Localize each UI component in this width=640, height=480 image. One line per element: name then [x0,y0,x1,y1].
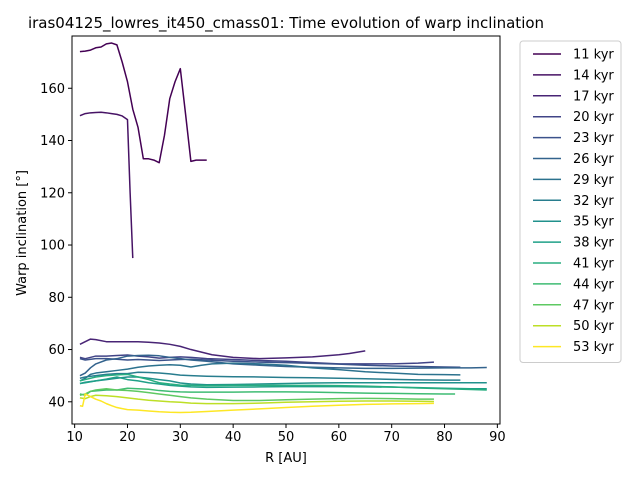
series-line-2 [79,338,366,360]
series-line-1 [79,111,134,259]
y-tick-label: 120 [40,186,65,201]
x-axis: 10 20 30 40 50 60 70 80 90 [66,424,506,445]
x-tick-label: 70 [383,430,400,445]
series-line-7 [79,371,461,381]
series-line-11 [79,387,456,397]
x-tick-label: 10 [66,430,83,445]
x-axis-label: R [AU] [265,451,307,466]
x-tick-label: 30 [172,430,189,445]
legend-label-5: 26 kyr [573,152,614,167]
y-axis-label: Warp inclination [°] [15,170,30,296]
legend-label-1: 14 kyr [573,68,614,83]
legend-label-6: 29 kyr [573,173,614,188]
x-tick-label: 20 [119,430,136,445]
plot-area [71,35,501,425]
legend-label-10: 41 kyr [573,257,614,272]
series-line-6 [79,362,461,382]
series-line-13 [79,394,434,405]
legend-label-2: 17 kyr [573,89,614,104]
x-tick-label: 40 [225,430,242,445]
x-tick-label: 90 [489,430,506,445]
series-line-8 [79,376,487,386]
legend-label-12: 47 kyr [573,298,614,313]
chart-title: iras04125_lowres_it450_cmass01: Time evo… [28,14,544,33]
y-tick-label: 140 [40,134,65,149]
x-tick-label: 60 [331,430,348,445]
y-tick-label: 100 [40,239,65,254]
legend-label-8: 35 kyr [573,215,614,230]
x-tick-label: 80 [436,430,453,445]
legend-label-11: 44 kyr [573,277,614,292]
legend-label-4: 23 kyr [573,131,614,146]
y-axis: 40 60 80 100 120 140 160 [40,82,72,410]
y-tick-label: 40 [48,395,65,410]
legend-box [519,40,622,363]
series-line-3 [79,354,434,365]
y-tick-label: 160 [40,82,65,97]
series-line-12 [79,387,434,402]
legend: 11 kyr 14 kyr 17 kyr 20 kyr 23 kyr 26 kyr 29 k… [519,40,622,363]
legend-label-0: 11 kyr [573,48,614,63]
legend-label-13: 50 kyr [573,319,614,334]
legend-label-14: 53 kyr [573,340,614,355]
series-line-0 [79,42,207,164]
y-tick-label: 60 [48,343,65,358]
legend-label-9: 38 kyr [573,236,614,251]
series-line-10 [79,373,487,391]
y-tick-label: 80 [48,291,65,306]
legend-label-7: 32 kyr [573,194,614,209]
series-line-5 [79,354,487,377]
legend-label-3: 20 kyr [573,110,614,125]
x-tick-label: 50 [278,430,295,445]
series-line-14 [79,393,434,414]
